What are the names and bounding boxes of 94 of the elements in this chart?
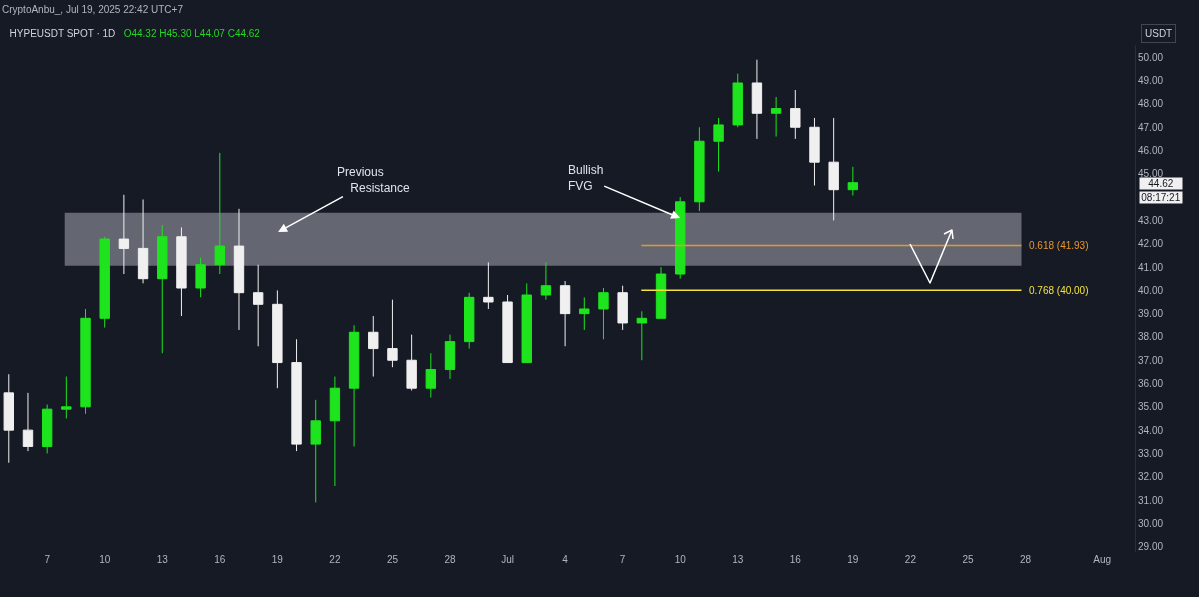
y-tick-label: 49.00 — [1138, 75, 1164, 87]
candlestick — [80, 308, 91, 415]
x-tick-label: 19 — [271, 554, 284, 565]
text: CryptoAnbu_, Jul 19, 2025 22:42 UTC+7 — [2, 4, 184, 15]
candlestick — [483, 261, 494, 310]
candlestick — [425, 352, 437, 399]
y-tick-label: 38.00 — [1138, 331, 1164, 343]
x-tick-label: 25 — [386, 554, 399, 565]
candlestick — [368, 315, 379, 378]
candlestick — [176, 226, 187, 317]
y-tick-label: 45.00 — [1138, 168, 1164, 180]
text: 08:17:21 — [1141, 192, 1181, 203]
candlestick — [559, 280, 571, 347]
candlestick — [406, 334, 417, 392]
candlestick — [329, 376, 341, 487]
text: USDT — [1145, 28, 1173, 39]
candlestick — [348, 324, 360, 447]
x-tick-label: 4 — [562, 554, 569, 565]
candlestick — [233, 208, 245, 331]
candlestick — [214, 152, 226, 275]
y-tick-label: 32.00 — [1138, 471, 1164, 483]
y-tick-label: 35.00 — [1138, 401, 1164, 413]
candlestick — [99, 236, 110, 329]
y-tick-label: 31.00 — [1138, 494, 1164, 506]
candlestick — [579, 296, 590, 331]
candlestick — [847, 166, 859, 197]
y-tick-label: 40.00 — [1138, 284, 1164, 296]
x-tick-label: 10 — [99, 554, 111, 565]
candlestick — [272, 289, 283, 389]
candlestick — [3, 373, 14, 464]
candlestick — [252, 264, 264, 347]
annotation: Previous Resistance — [337, 165, 411, 195]
y-tick-label: 46.00 — [1138, 145, 1164, 157]
y-tick-label: 30.00 — [1138, 517, 1164, 529]
y-tick-label: 37.00 — [1138, 354, 1164, 366]
candlestick — [694, 126, 705, 212]
y-tick-label: 33.00 — [1138, 447, 1164, 459]
candlestick — [770, 96, 782, 138]
candlestick — [387, 299, 398, 368]
candlestick — [540, 261, 552, 301]
text: 44.62 — [1148, 178, 1174, 189]
x-tick-label: 19 — [847, 554, 859, 565]
candlestick — [828, 117, 839, 221]
candlestick — [61, 376, 72, 419]
x-tick-label: 13 — [732, 554, 744, 565]
x-tick-label: 28 — [1019, 554, 1032, 565]
candlestick — [655, 266, 667, 319]
x-tick-label: 22 — [904, 554, 917, 565]
y-tick-label: 41.00 — [1138, 261, 1164, 273]
x-tick-label: Jul — [501, 554, 514, 565]
candlestick — [157, 224, 168, 354]
x-tick-label: 13 — [156, 554, 169, 565]
chart-title: HYPEUSDT SPOT · 1D — [9, 27, 116, 39]
y-tick-label: 29.00 — [1138, 541, 1164, 553]
x-tick-label: 22 — [329, 554, 341, 565]
candlestick — [617, 285, 628, 331]
x-tick-label: Aug — [1093, 554, 1112, 565]
candlestick — [809, 117, 820, 186]
candlestick — [291, 338, 302, 452]
ref-line-label: 0.768 (40.00) — [1029, 285, 1089, 296]
x-tick-label: 16 — [214, 554, 226, 565]
candlestick — [463, 292, 475, 350]
candlestick — [137, 198, 149, 284]
y-tick-label: 43.00 — [1138, 214, 1164, 226]
x-tick-label: 16 — [789, 554, 802, 565]
candlestick — [41, 404, 53, 454]
x-tick-label: 7 — [619, 554, 626, 565]
x-tick-label: 10 — [674, 554, 687, 565]
y-tick-label: 50.00 — [1138, 51, 1164, 63]
y-tick-label: 47.00 — [1138, 121, 1164, 133]
annotation: Bullish FVG — [568, 163, 604, 193]
candlestick — [22, 392, 34, 452]
candlestick — [444, 334, 456, 380]
candlestick — [118, 194, 130, 275]
candlestick — [195, 257, 206, 298]
y-tick-label: 36.00 — [1138, 378, 1164, 390]
ref-line-label: 0.618 (41.93) — [1029, 240, 1089, 251]
x-tick-label: 25 — [962, 554, 974, 565]
y-tick-label: 34.00 — [1138, 424, 1164, 436]
x-tick-label: 28 — [444, 554, 456, 565]
candlestick — [751, 59, 763, 140]
x-tick-label: 7 — [44, 554, 51, 565]
candlestick — [636, 310, 648, 361]
candlestick — [732, 73, 743, 128]
y-tick-label: 48.00 — [1138, 98, 1164, 110]
candlestick — [521, 282, 532, 364]
candlestick — [790, 89, 801, 140]
candlestick — [713, 117, 724, 173]
candlestick — [502, 294, 513, 364]
candlestick — [598, 287, 609, 340]
y-tick-label: 42.00 — [1138, 238, 1164, 250]
chart-subtitle: O44.32 H45.30 L44.07 C44.62 — [123, 27, 261, 39]
y-tick-label: 39.00 — [1138, 308, 1164, 320]
candlestick — [310, 399, 321, 503]
